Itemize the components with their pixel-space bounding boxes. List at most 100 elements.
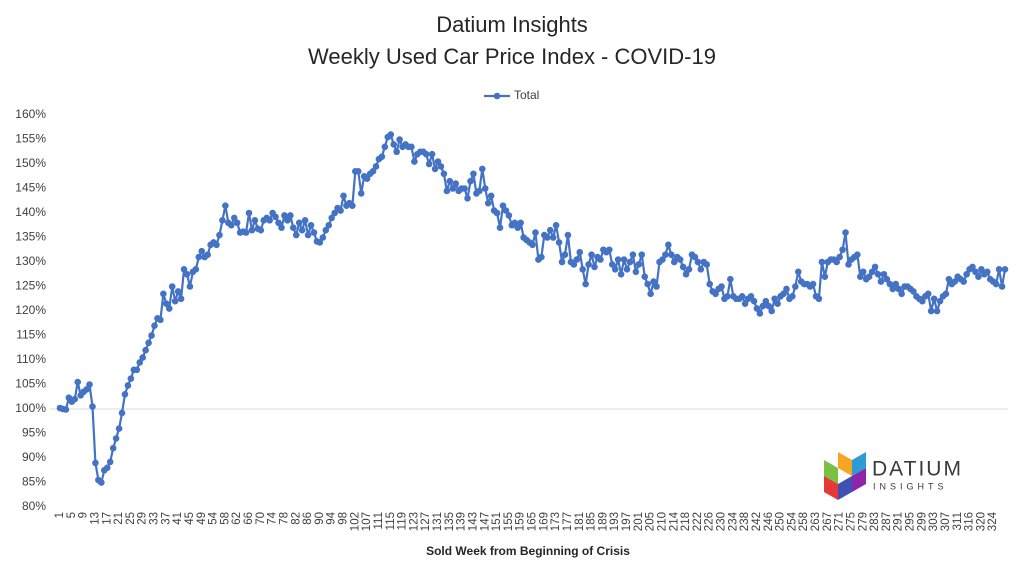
y-tick-label: 110%	[16, 352, 46, 366]
data-point	[62, 406, 70, 413]
x-tick-label: 86	[302, 512, 314, 525]
data-point	[357, 190, 365, 197]
data-point	[951, 278, 959, 285]
x-tick-label: 49	[196, 512, 208, 525]
x-tick-label: 25	[125, 512, 137, 525]
data-point	[874, 270, 882, 278]
data-point	[573, 256, 581, 263]
x-tick-label: 111	[373, 512, 385, 529]
data-point	[629, 251, 637, 258]
x-tick-label: 250	[775, 512, 787, 531]
data-point	[481, 185, 489, 192]
data-point	[396, 136, 403, 143]
data-point	[337, 207, 344, 214]
data-point	[792, 283, 799, 290]
data-point	[476, 187, 483, 195]
x-tick-label: 94	[326, 511, 338, 524]
x-tick-label: 115	[385, 512, 397, 530]
x-tick-label: 316	[964, 512, 976, 531]
data-point	[192, 266, 200, 273]
x-tick-label: 29	[137, 512, 149, 525]
chart-subtitle: Weekly Used Car Price Index - COVID-19	[308, 44, 716, 69]
data-point	[762, 297, 770, 305]
data-point	[242, 229, 250, 236]
data-point	[71, 395, 79, 403]
data-point	[484, 199, 492, 207]
x-tick-label: 263	[810, 512, 822, 531]
logo-face	[838, 452, 852, 476]
data-point	[195, 253, 203, 261]
x-tick-label: 90	[314, 512, 326, 525]
data-point	[975, 273, 982, 281]
data-point	[833, 258, 840, 266]
data-point	[724, 293, 731, 300]
data-point	[467, 177, 474, 185]
data-point	[765, 302, 773, 310]
data-point	[579, 266, 587, 273]
chart-title: Datium Insights	[436, 12, 588, 37]
data-point	[115, 425, 123, 432]
data-point	[98, 479, 105, 486]
x-tick-label: 165	[527, 512, 539, 531]
data-point	[983, 268, 991, 276]
logo-face	[852, 468, 866, 492]
x-tick-label: 222	[692, 512, 704, 531]
data-point	[186, 283, 194, 290]
data-point	[608, 261, 616, 268]
data-point	[340, 192, 347, 200]
data-point	[623, 266, 631, 273]
data-point	[103, 464, 111, 472]
x-tick-label: 230	[716, 512, 728, 531]
y-tick-label: 125%	[15, 279, 46, 293]
x-tick-label: 5	[66, 512, 78, 518]
data-point	[927, 307, 935, 315]
x-tick-label: 41	[172, 512, 184, 525]
data-point	[106, 458, 114, 466]
data-point	[322, 226, 330, 234]
data-point	[230, 214, 238, 222]
x-tick-label: 210	[656, 512, 668, 531]
x-tick-label: 169	[538, 512, 550, 531]
data-point	[387, 131, 395, 138]
data-point	[945, 275, 953, 283]
data-point	[883, 275, 891, 283]
x-tick-label: 119	[397, 512, 409, 530]
data-point	[617, 270, 625, 278]
data-point	[591, 263, 598, 271]
x-tick-label: 143	[467, 512, 479, 531]
data-point	[411, 158, 418, 165]
data-point	[635, 261, 643, 268]
data-point	[582, 280, 589, 288]
logo-face	[838, 476, 852, 500]
data-point	[86, 381, 93, 388]
x-tick-label: 123	[408, 512, 420, 531]
x-tick-label: 58	[219, 512, 231, 525]
data-point	[676, 256, 684, 263]
data-point	[431, 165, 439, 173]
data-point	[248, 226, 256, 234]
x-tick-label: 17	[101, 512, 113, 525]
data-point	[446, 177, 454, 185]
data-point	[440, 170, 448, 178]
data-point	[685, 266, 693, 273]
x-tick-label: 275	[845, 512, 857, 531]
data-point	[443, 187, 451, 195]
data-point	[160, 290, 167, 298]
data-point	[434, 158, 442, 165]
x-tick-label: 74	[267, 511, 279, 524]
data-point	[198, 247, 206, 255]
data-point	[960, 278, 967, 285]
data-point	[859, 268, 867, 276]
data-point	[665, 241, 672, 249]
x-tick-label: 258	[798, 512, 810, 531]
data-point	[815, 295, 823, 303]
data-point	[461, 185, 468, 192]
data-point	[821, 273, 829, 281]
data-point	[452, 180, 460, 187]
data-point	[109, 444, 117, 452]
data-point	[121, 391, 129, 398]
x-tick-label: 139	[456, 512, 468, 531]
x-tick-label: 54	[208, 511, 220, 524]
data-point	[794, 268, 802, 276]
data-point	[662, 251, 669, 258]
